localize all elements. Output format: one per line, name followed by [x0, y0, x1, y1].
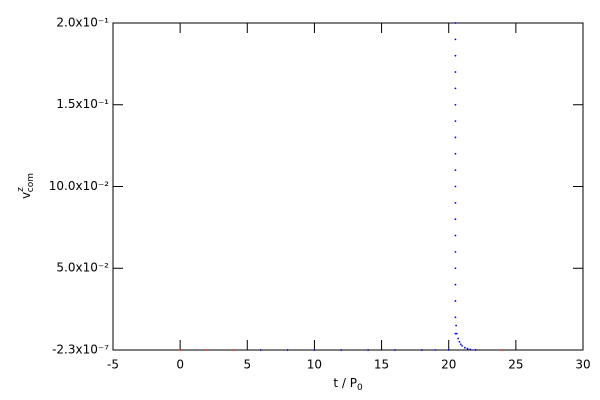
point: [454, 250, 457, 253]
point: [454, 120, 457, 122]
point: [454, 136, 457, 139]
point: [259, 349, 262, 351]
point: [179, 349, 182, 351]
point: [454, 22, 457, 24]
x-tick-label: 15: [374, 358, 389, 372]
point: [454, 201, 457, 204]
point: [447, 349, 450, 351]
point: [232, 349, 235, 351]
point: [206, 349, 208, 351]
point: [454, 54, 457, 57]
point: [501, 349, 504, 351]
x-tick-label: 5: [243, 358, 251, 372]
point: [457, 337, 460, 340]
point: [458, 340, 461, 343]
x-label-sub: 0: [357, 383, 363, 393]
point: [474, 348, 477, 351]
y-label-sup: z: [16, 187, 26, 192]
point: [455, 324, 457, 327]
x-axis-label: t / P0: [333, 376, 363, 393]
y-label-text: v: [19, 192, 33, 199]
y-tick-label: 10.0x10⁻²: [49, 179, 109, 193]
plot-frame: [112, 22, 584, 351]
point: [454, 185, 457, 188]
point: [454, 152, 457, 155]
point: [459, 343, 462, 346]
point: [454, 267, 457, 270]
x-tick-label: 20: [441, 358, 456, 372]
x-label-text: t / P: [333, 376, 357, 390]
point: [454, 38, 457, 41]
point: [469, 348, 472, 351]
x-tick-label: 30: [575, 358, 590, 372]
x-tick-label: -5: [107, 358, 119, 372]
point: [454, 283, 457, 286]
point: [313, 349, 316, 351]
point: [454, 316, 457, 319]
point: [454, 300, 457, 302]
point: [367, 349, 370, 351]
point: [434, 349, 437, 351]
point: [461, 345, 464, 347]
y-tick-label: 5.0x10⁻²: [56, 261, 109, 275]
y-label-sub: com: [26, 173, 36, 192]
point: [463, 346, 466, 349]
point: [286, 349, 289, 351]
point: [454, 87, 457, 90]
y-tick-label: 2.0x10⁻¹: [56, 16, 109, 30]
point: [454, 234, 457, 237]
x-tick-label: 25: [508, 358, 523, 372]
point: [420, 349, 423, 351]
point: [454, 332, 457, 335]
point: [454, 71, 457, 73]
point: [340, 349, 343, 351]
point: [394, 349, 396, 351]
point: [455, 332, 458, 335]
x-tick-label: 10: [307, 358, 322, 372]
y-tick-label: -2.3x10⁻⁷: [52, 343, 109, 357]
x-tick-label: 0: [176, 358, 184, 372]
point: [454, 103, 457, 106]
y-tick-label: 1.5x10⁻¹: [56, 97, 109, 111]
y-axis-label: vzcom: [16, 173, 36, 199]
point: [454, 169, 457, 172]
point: [454, 218, 457, 221]
point: [466, 347, 469, 350]
